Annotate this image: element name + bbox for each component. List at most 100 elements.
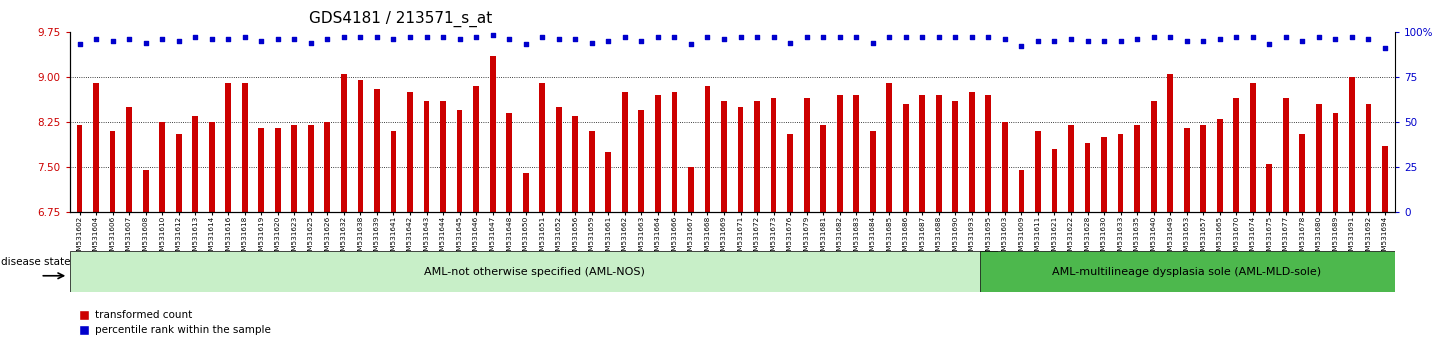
Bar [870,131,876,212]
Point [1043,38,1066,44]
Bar [1201,125,1206,212]
Point [1340,34,1363,40]
Bar [291,125,297,212]
Point [415,34,438,40]
Bar [803,98,809,212]
Bar [407,92,413,212]
Point [597,38,621,44]
Point [1174,38,1198,44]
Bar [671,92,677,212]
Bar [853,95,858,212]
Bar [160,122,165,212]
Point [663,34,686,40]
Legend: transformed count, percentile rank within the sample: transformed count, percentile rank withi… [75,306,274,339]
Bar [126,107,132,212]
Point [1009,44,1032,49]
Point [877,34,900,40]
Bar [390,131,396,212]
Text: AML-multilineage dysplasia sole (AML-MLD-sole): AML-multilineage dysplasia sole (AML-MLD… [1053,267,1321,277]
Point [861,40,884,46]
Bar [1018,170,1024,212]
Bar [787,134,793,212]
Bar [1069,125,1074,212]
Text: disease state: disease state [1,257,71,267]
Bar [1382,146,1388,212]
Bar [1234,98,1240,212]
Bar [1118,134,1124,212]
Point [977,34,1000,40]
Point [1092,38,1115,44]
Point [1275,34,1298,40]
Point [1060,36,1083,42]
Bar [721,101,726,212]
Point [481,33,505,38]
Bar [573,116,579,212]
Point [1143,34,1166,40]
Point [779,40,802,46]
Bar [919,95,925,212]
Bar [93,83,99,212]
Bar [1217,119,1222,212]
Point [497,36,521,42]
Bar [622,92,628,212]
Point [283,36,306,42]
Point [1208,36,1231,42]
Point [712,36,735,42]
Point [515,42,538,47]
Bar [986,95,992,212]
Point [349,34,373,40]
Bar [980,251,1395,292]
Point [1225,34,1248,40]
Bar [969,92,974,212]
Bar [589,131,594,212]
Point [1109,38,1132,44]
Point [629,38,652,44]
Bar [770,98,776,212]
Bar [209,122,215,212]
Bar [738,107,744,212]
Bar [886,83,892,212]
Point [1373,45,1396,51]
Point [448,36,471,42]
Point [464,34,487,40]
Point [299,40,322,46]
Point [68,42,91,47]
Point [1257,42,1280,47]
Bar [837,95,842,212]
Point [432,34,455,40]
Bar [325,122,331,212]
Point [531,34,554,40]
Text: GDS4181 / 213571_s_at: GDS4181 / 213571_s_at [309,11,493,27]
Bar [754,101,760,212]
Point [1159,34,1182,40]
Point [184,34,207,40]
Point [1308,34,1331,40]
Point [761,34,784,40]
Point [1357,36,1380,42]
Bar [307,125,313,212]
Bar [705,86,710,212]
Bar [523,173,529,212]
Point [316,36,339,42]
Point [167,38,190,44]
Bar [655,95,661,212]
Point [216,36,239,42]
Point [200,36,223,42]
Point [102,38,125,44]
Point [613,34,637,40]
Point [332,34,355,40]
Point [1192,38,1215,44]
Point [844,34,867,40]
Bar [1348,77,1354,212]
Point [117,36,141,42]
Point [812,34,835,40]
Bar [441,101,447,212]
Bar [1250,83,1256,212]
Bar [77,125,83,212]
Bar [1183,128,1189,212]
Point [795,34,818,40]
Bar [638,110,644,212]
Bar [358,80,364,212]
Point [547,36,570,42]
Bar [821,125,826,212]
